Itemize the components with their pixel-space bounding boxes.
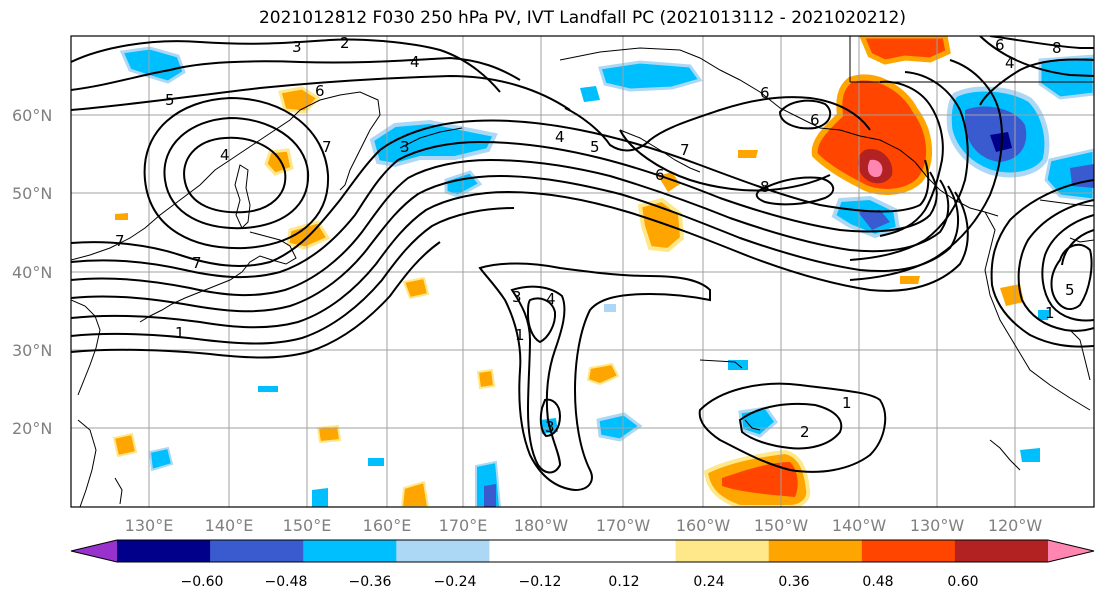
negative-anomaly-shading <box>119 46 1094 507</box>
latitude-labels: 60°N 50°N 40°N 30°N 20°N <box>12 106 52 438</box>
contour-label: 3 <box>545 418 555 436</box>
colorbar-segment <box>396 540 490 562</box>
lon-label: 180°W <box>514 516 569 535</box>
contour-label: 6 <box>315 82 325 100</box>
contour-label: 4 <box>546 290 556 308</box>
lat-label: 20°N <box>12 419 52 438</box>
longitude-labels: 130°E 140°E 150°E 160°E 170°E 180°W 170°… <box>125 516 1043 535</box>
lon-label: 150°W <box>754 516 809 535</box>
lon-label: 140°W <box>832 516 887 535</box>
contour-label: 3 <box>512 288 522 306</box>
contour-label: 8 <box>760 178 770 196</box>
contour-label: 7 <box>680 141 690 159</box>
lon-label: 160°E <box>363 516 412 535</box>
contour-label: 1 <box>175 324 185 342</box>
map-frame <box>70 35 1095 508</box>
colorbar-tick-label: −0.36 <box>349 574 392 590</box>
lon-label: 140°E <box>205 516 254 535</box>
contour-label: 8 <box>1052 39 1062 57</box>
contour-label: 3 <box>292 38 302 56</box>
colorbar-segment <box>303 540 397 562</box>
colorbar-tick-label: 0.12 <box>608 574 639 590</box>
colorbar-extend-min <box>71 540 117 562</box>
colorbar-extend-max <box>1048 540 1094 562</box>
colorbar-segment <box>210 540 304 562</box>
contour-label: 4 <box>410 53 420 71</box>
colorbar-tick-label: 0.24 <box>693 574 724 590</box>
colorbar-segment <box>675 540 770 562</box>
lon-label: 160°W <box>676 516 731 535</box>
lon-label: 130°W <box>910 516 965 535</box>
contour-label: 5 <box>165 91 175 109</box>
coastlines <box>71 36 1094 507</box>
lat-label: 30°N <box>12 341 52 360</box>
contour-label: 7 <box>192 254 202 272</box>
colorbar-tick-label: −0.24 <box>434 574 477 590</box>
colorbar-tick-label: −0.48 <box>265 574 308 590</box>
colorbar-outline <box>70 539 1095 563</box>
colorbar-tick-label: 0.48 <box>862 574 893 590</box>
colorbar-tick-label: 0.36 <box>778 574 809 590</box>
contour-label: 7 <box>322 138 332 156</box>
colorbar-tick-label: −0.12 <box>519 574 562 590</box>
colorbar-tick-labels: −0.60 −0.48 −0.36 −0.24 −0.12 0.12 0.24 … <box>181 574 979 590</box>
contour-label: 6 <box>995 36 1005 54</box>
contour-label: 1 <box>842 394 852 412</box>
colorbar-segment <box>489 540 583 562</box>
lon-label: 170°E <box>439 516 488 535</box>
contour-label: 5 <box>590 138 600 156</box>
lat-label: 40°N <box>12 263 52 282</box>
graticule <box>71 36 1094 507</box>
colorbar-segment <box>117 540 211 562</box>
pv-contours <box>71 36 1094 492</box>
colorbar-segment <box>582 540 677 562</box>
lat-label: 50°N <box>12 184 52 203</box>
colorbar-segment <box>861 540 956 562</box>
lon-label: 130°E <box>125 516 174 535</box>
contour-label: 7 <box>115 232 125 250</box>
colorbar-segment <box>954 540 1049 562</box>
contour-labels: 3 2 4 5 6 7 4 1 7 3 4 5 6 7 8 6 6 1 3 4 … <box>115 34 1075 441</box>
contour-label: 4 <box>555 128 565 146</box>
colorbar-segment <box>768 540 863 562</box>
contour-label: 4 <box>220 146 230 164</box>
contour-label: 2 <box>800 423 810 441</box>
positive-anomaly-shading <box>112 36 1024 507</box>
contour-label: 5 <box>1065 281 1075 299</box>
map-title: 2021012812 F030 250 hPa PV, IVT Landfall… <box>258 8 906 28</box>
contour-label: 4 <box>1005 54 1015 72</box>
contour-label: 2 <box>340 34 350 52</box>
lat-label: 60°N <box>12 106 52 125</box>
lon-label: 150°E <box>283 516 332 535</box>
lon-label: 120°W <box>988 516 1043 535</box>
contour-label: 6 <box>810 111 820 129</box>
contour-label: 6 <box>760 84 770 102</box>
colorbar-tick-label: 0.60 <box>947 574 978 590</box>
colorbar-tick-label: −0.60 <box>181 574 224 590</box>
contour-label: 1 <box>1045 304 1055 322</box>
contour-label: 6 <box>655 166 665 184</box>
contour-label: 3 <box>400 138 410 156</box>
colorbar <box>70 539 1095 563</box>
contour-label: 1 <box>515 326 525 344</box>
lon-label: 170°W <box>596 516 651 535</box>
